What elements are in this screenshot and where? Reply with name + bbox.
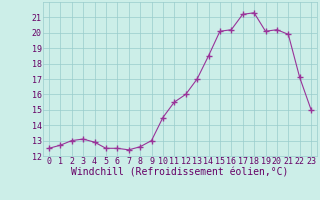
X-axis label: Windchill (Refroidissement éolien,°C): Windchill (Refroidissement éolien,°C) bbox=[71, 168, 289, 178]
